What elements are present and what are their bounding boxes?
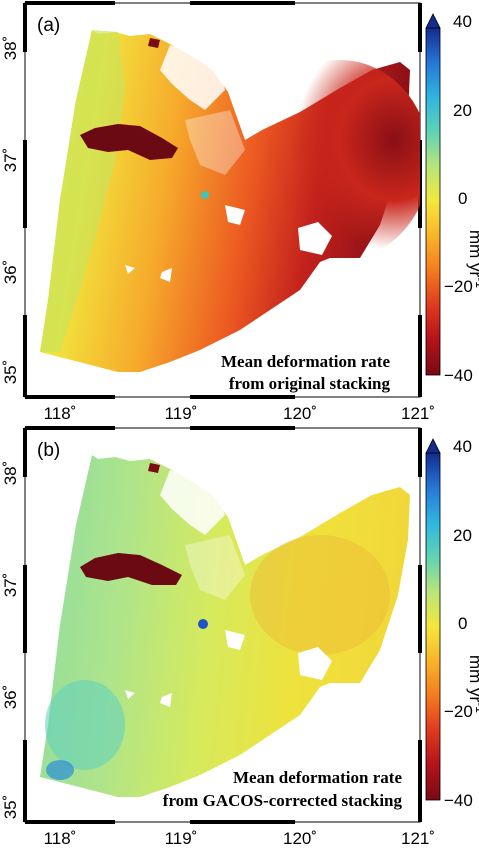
colorbar: 40 20 0 −20 −40 mm yr-1 xyxy=(425,12,479,385)
cb-tick-m20: −20 xyxy=(444,702,473,721)
panel-label: (b) xyxy=(37,440,60,461)
lon-tick-121: 121˚ xyxy=(401,404,435,423)
caption-line-1: Mean deformation rate xyxy=(233,768,402,787)
colorbar-body xyxy=(425,27,441,376)
lat-tick-36: 36˚ xyxy=(1,685,20,710)
panel-label: (a) xyxy=(37,15,60,36)
unit-sup: -1 xyxy=(473,702,479,713)
panel-a: (a) Mean deformation rate from original … xyxy=(1,1,479,423)
cb-tick-20: 20 xyxy=(453,101,472,120)
lon-tick-120: 120˚ xyxy=(283,404,317,423)
lon-axis: 118˚ 119˚ 120˚ 121˚ xyxy=(44,829,435,848)
lon-tick-119: 119˚ xyxy=(165,404,198,423)
lon-tick-118: 118˚ xyxy=(44,404,77,423)
colorbar: 40 20 0 −20 −40 mm yr-1 xyxy=(425,437,479,810)
unit-main: mm yr xyxy=(466,655,479,703)
cb-tick-20: 20 xyxy=(453,526,472,545)
lat-tick-38: 38˚ xyxy=(1,36,20,61)
unit-sup: -1 xyxy=(473,277,479,288)
lon-axis: 118˚ 119˚ 120˚ 121˚ xyxy=(44,404,435,423)
unit-main: mm yr xyxy=(466,230,479,278)
lat-tick-35: 35˚ xyxy=(1,360,20,385)
cb-tick-m40: −40 xyxy=(444,366,473,385)
colorbar-arrow xyxy=(425,13,441,29)
colorbar-body xyxy=(425,452,441,801)
cb-tick-0: 0 xyxy=(458,614,467,633)
deformation-field-a xyxy=(40,30,420,372)
deformation-field-b xyxy=(40,455,410,797)
lat-tick-36: 36˚ xyxy=(1,260,20,285)
colorbar-unit: mm yr-1 xyxy=(466,655,479,713)
lat-tick-38: 38˚ xyxy=(1,461,20,486)
lat-axis: 38˚ 37˚ 36˚ 35˚ xyxy=(1,461,20,820)
colorbar-arrow xyxy=(425,438,441,454)
lat-axis: 38˚ 37˚ 36˚ 35˚ xyxy=(1,36,20,385)
lon-tick-120: 120˚ xyxy=(283,829,317,848)
lon-tick-121: 121˚ xyxy=(401,829,435,848)
cb-tick-m40: −40 xyxy=(444,791,473,810)
cb-tick-m20: −20 xyxy=(444,277,473,296)
lon-tick-118: 118˚ xyxy=(44,829,77,848)
caption-line-2: from original stacking xyxy=(229,374,391,393)
caption-line-2: from GACOS-corrected stacking xyxy=(163,791,403,810)
cb-tick-40: 40 xyxy=(453,12,472,31)
colorbar-unit: mm yr-1 xyxy=(466,230,479,288)
lat-tick-35: 35˚ xyxy=(1,795,20,820)
panel-b-svg: (b) Mean deformation rate from GACOS-cor… xyxy=(1,426,479,848)
lon-tick-119: 119˚ xyxy=(165,829,198,848)
cb-tick-40: 40 xyxy=(453,437,472,456)
panel-a-svg: (a) Mean deformation rate from original … xyxy=(1,1,479,423)
lat-tick-37: 37˚ xyxy=(1,573,20,598)
lat-tick-37: 37˚ xyxy=(1,148,20,173)
cb-tick-0: 0 xyxy=(458,189,467,208)
caption-line-1: Mean deformation rate xyxy=(221,352,390,371)
panel-b: (b) Mean deformation rate from GACOS-cor… xyxy=(0,425,479,850)
